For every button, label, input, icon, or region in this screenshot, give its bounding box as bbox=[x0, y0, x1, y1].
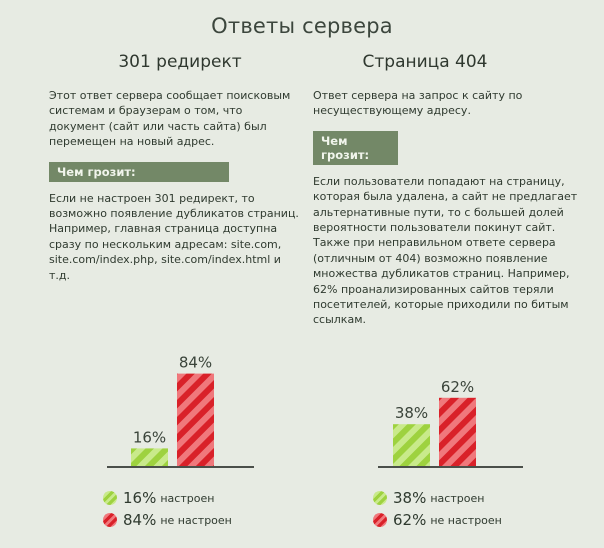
legend-pct: 84% bbox=[123, 511, 157, 529]
bar-configured bbox=[393, 424, 430, 466]
bar-value-label: 38% bbox=[395, 404, 428, 422]
bar-value-label: 84% bbox=[179, 354, 212, 372]
legend-label: настроен bbox=[160, 491, 215, 505]
chart-404: 38% 62% bbox=[378, 378, 523, 468]
section-301: 301 редирект Этот ответ сервера сообщает… bbox=[49, 52, 301, 283]
bar-value-label: 62% bbox=[441, 378, 474, 396]
legend-item-configured: 38% настроен bbox=[373, 487, 502, 509]
bar-value-label: 16% bbox=[133, 428, 166, 446]
chart-301: 16% 84% bbox=[107, 354, 254, 468]
legend-label: настроен bbox=[430, 491, 485, 505]
legend-pct: 38% bbox=[393, 489, 427, 507]
legend-item-not-configured: 62% не настроен bbox=[373, 509, 502, 531]
legend-404: 38% настроен 62% не настроен bbox=[373, 487, 502, 531]
legend-label: не настроен bbox=[160, 513, 232, 527]
threat-text-404: Если пользователи попадают на страницу, … bbox=[313, 174, 578, 327]
threat-text-301: Если не настроен 301 редирект, то возмож… bbox=[49, 191, 299, 282]
legend-item-configured: 16% настроен bbox=[103, 487, 232, 509]
threat-label-301: Чем грозит: bbox=[49, 161, 229, 182]
legend-pct: 16% bbox=[123, 489, 157, 507]
legend-pct: 62% bbox=[393, 511, 427, 529]
legend-label: не настроен bbox=[430, 513, 502, 527]
red-dot-icon bbox=[103, 513, 117, 527]
page-title: Ответы сервера bbox=[211, 14, 393, 38]
section-404: Страница 404 Ответ сервера на запрос к с… bbox=[313, 52, 583, 328]
bar-not-configured bbox=[439, 397, 476, 466]
legend-item-not-configured: 84% не настроен bbox=[103, 509, 232, 531]
intro-301: Этот ответ сервера сообщает поисковым си… bbox=[49, 89, 291, 149]
threat-label-404: Чем грозит: bbox=[313, 130, 398, 165]
bar-not-configured bbox=[177, 373, 214, 466]
green-dot-icon bbox=[373, 491, 387, 505]
bar-configured bbox=[131, 448, 168, 466]
red-dot-icon bbox=[373, 513, 387, 527]
section-heading-404: Страница 404 bbox=[362, 52, 488, 72]
intro-404: Ответ сервера на запрос к сайту по несущ… bbox=[313, 89, 523, 118]
green-dot-icon bbox=[103, 491, 117, 505]
section-heading-301: 301 редирект bbox=[118, 52, 242, 72]
legend-301: 16% настроен 84% не настроен bbox=[103, 487, 232, 531]
